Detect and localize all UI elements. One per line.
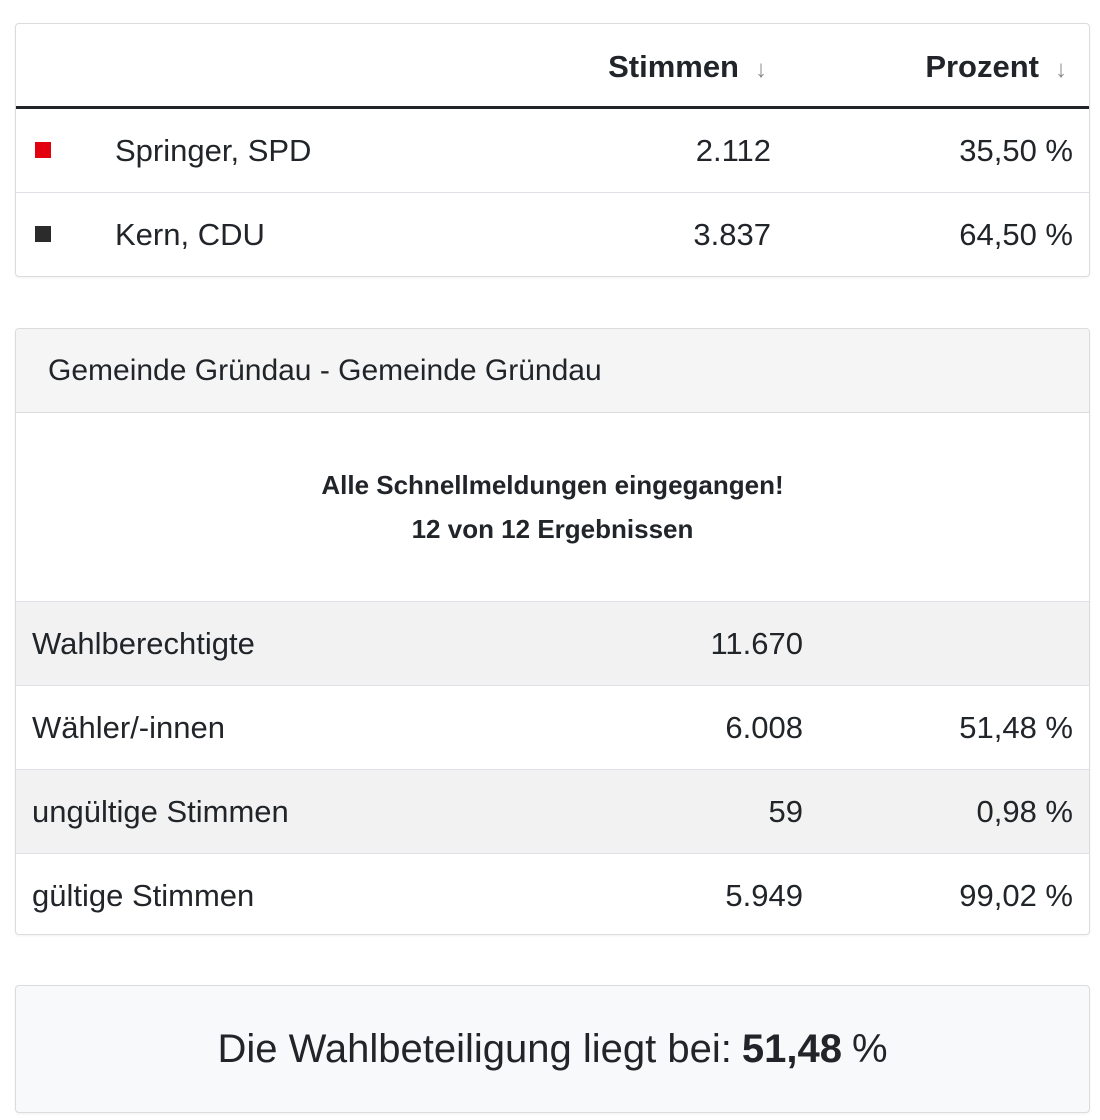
table-row-candidate: Springer, SPD 2.112 35,50 % <box>16 109 1089 193</box>
sort-arrow-down-icon[interactable]: ↓ <box>755 55 767 83</box>
municipality-title: Gemeinde Gründau - Gemeinde Gründau <box>16 329 1089 413</box>
stat-row-gueltige-stimmen: gültige Stimmen 5.949 99,02 % <box>16 853 1089 934</box>
reporting-status-notice: Alle Schnellmeldungen eingegangen! 12 vo… <box>16 413 1089 601</box>
party-color-swatch <box>35 142 51 158</box>
candidate-name: Kern, CDU <box>115 217 265 252</box>
column-header-stimmen-label: Stimmen <box>608 48 739 84</box>
turnout-summary: Die Wahlbeteiligung liegt bei: 51,48 % <box>15 985 1090 1113</box>
turnout-unit: % <box>851 1026 888 1071</box>
reporting-count-line: 12 von 12 Ergebnissen <box>411 514 694 544</box>
stat-count: 5.949 <box>725 878 803 913</box>
table-header: Stimmen ↓ Prozent ↓ <box>16 24 1089 109</box>
stat-row-wahlberechtigte: Wahlberechtigte 11.670 <box>16 601 1089 685</box>
stat-row-waehler: Wähler/-innen 6.008 51,48 % <box>16 685 1089 769</box>
stat-count: 59 <box>768 794 803 829</box>
stat-label: Wähler/-innen <box>32 710 225 745</box>
party-color-swatch <box>35 226 51 242</box>
stat-label: gültige Stimmen <box>32 878 255 913</box>
turnout-prefix: Die Wahlbeteiligung liegt bei: <box>217 1026 732 1071</box>
candidate-votes: 3.837 <box>693 217 771 252</box>
stat-row-ungueltige-stimmen: ungültige Stimmen 59 0,98 % <box>16 769 1089 853</box>
stat-label: ungültige Stimmen <box>32 794 289 829</box>
candidates-results-table: Stimmen ↓ Prozent ↓ Springer, SPD 2.112 … <box>15 23 1090 277</box>
column-header-stimmen[interactable]: Stimmen ↓ <box>608 24 767 109</box>
stat-percent: 51,48 % <box>959 710 1073 745</box>
turnout-value: 51,48 <box>741 1026 842 1071</box>
candidate-percent: 64,50 % <box>959 217 1073 252</box>
stat-label: Wahlberechtigte <box>32 626 255 661</box>
stat-percent: 99,02 % <box>959 878 1073 913</box>
stat-percent: 0,98 % <box>976 794 1073 829</box>
municipality-card: Gemeinde Gründau - Gemeinde Gründau Alle… <box>15 328 1090 935</box>
candidate-percent: 35,50 % <box>959 133 1073 168</box>
table-row-candidate: Kern, CDU 3.837 64,50 % <box>16 193 1089 276</box>
candidate-votes: 2.112 <box>695 133 771 168</box>
reporting-status-line: Alle Schnellmeldungen eingegangen! <box>321 470 784 500</box>
stat-count: 6.008 <box>725 710 803 745</box>
column-header-prozent[interactable]: Prozent ↓ <box>925 24 1067 109</box>
candidate-name: Springer, SPD <box>115 133 312 168</box>
stat-count: 11.670 <box>710 626 803 661</box>
sort-arrow-down-icon[interactable]: ↓ <box>1055 55 1067 83</box>
column-header-prozent-label: Prozent <box>925 48 1039 84</box>
